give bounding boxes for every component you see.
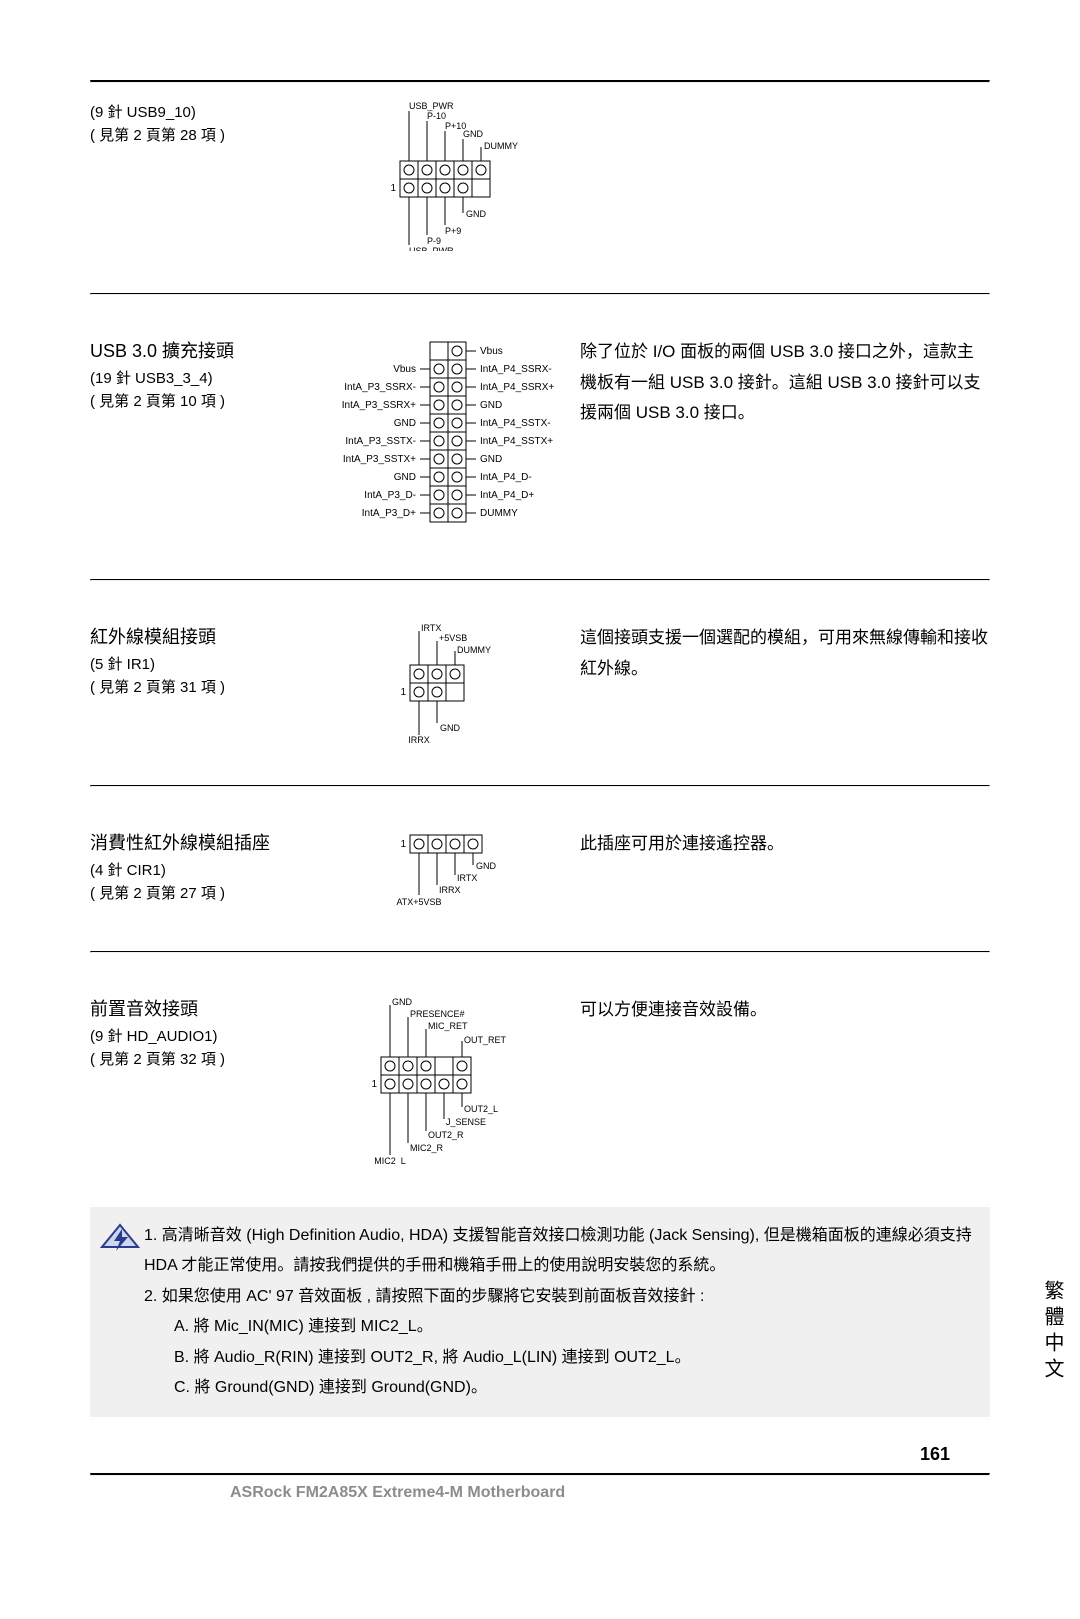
svg-text:USB_PWR: USB_PWR bbox=[409, 101, 454, 111]
desc: 此插座可用於連接遙控器。 bbox=[580, 829, 990, 860]
note-b: B. 將 Audio_R(RIN) 連接到 OUT2_R, 將 Audio_L(… bbox=[144, 1343, 974, 1373]
note-line1: 1. 高清晰音效 (High Definition Audio, HDA) 支援… bbox=[144, 1221, 974, 1282]
sub2: ( 見第 2 頁第 28 項 ) bbox=[90, 124, 320, 145]
svg-text:1: 1 bbox=[400, 687, 406, 698]
svg-text:P+9: P+9 bbox=[445, 226, 461, 236]
desc: 可以方便連接音效設備。 bbox=[580, 995, 990, 1026]
svg-text:IntA_P4_D+: IntA_P4_D+ bbox=[480, 490, 534, 501]
svg-text:OUT2_L: OUT2_L bbox=[464, 1104, 498, 1114]
svg-text:DUMMY: DUMMY bbox=[480, 508, 518, 519]
svg-text:IRRX: IRRX bbox=[439, 885, 461, 895]
svg-text:IntA_P4_SSTX-: IntA_P4_SSTX- bbox=[480, 418, 551, 429]
svg-text:PRESENCE#: PRESENCE# bbox=[410, 1009, 465, 1019]
svg-text:GND: GND bbox=[392, 997, 413, 1007]
svg-text:IRTX: IRTX bbox=[421, 623, 441, 633]
svg-text:DUMMY: DUMMY bbox=[457, 645, 491, 655]
title: 前置音效接頭 bbox=[90, 995, 320, 1021]
title: 消費性紅外線模組插座 bbox=[90, 829, 320, 855]
sub1: (19 針 USB3_3_4) bbox=[90, 367, 320, 388]
svg-text:GND: GND bbox=[394, 418, 416, 429]
sub2: ( 見第 2 頁第 32 項 ) bbox=[90, 1048, 320, 1069]
section-usb2: (9 針 USB9_10) ( 見第 2 頁第 28 項 ) bbox=[90, 83, 990, 269]
svg-text:ATX+5VSB: ATX+5VSB bbox=[396, 897, 441, 907]
col-right: 此插座可用於連接遙控器。 bbox=[570, 829, 990, 860]
svg-text:Vbus: Vbus bbox=[393, 364, 416, 375]
col-right: 除了位於 I/O 面板的兩個 USB 3.0 接口之外，這款主機板有一組 USB… bbox=[570, 337, 990, 429]
svg-text:GND: GND bbox=[463, 129, 484, 139]
note-c: C. 將 Ground(GND) 連接到 Ground(GND)。 bbox=[144, 1373, 974, 1403]
col-left: (9 針 USB9_10) ( 見第 2 頁第 28 項 ) bbox=[90, 101, 320, 147]
svg-text:GND: GND bbox=[440, 723, 461, 733]
svg-text:IntA_P3_SSTX+: IntA_P3_SSTX+ bbox=[343, 454, 416, 465]
section-ir: 紅外線模組接頭 (5 針 IR1) ( 見第 2 頁第 31 項 ) 1 IRT… bbox=[90, 605, 990, 761]
sub1: (9 針 USB9_10) bbox=[90, 101, 320, 122]
side-tab: 繁體中文 bbox=[1042, 1280, 1062, 1384]
col-right: 這個接頭支援一個選配的模組，可用來無線傳輸和接收紅外線。 bbox=[570, 623, 990, 684]
svg-text:+5VSB: +5VSB bbox=[439, 633, 467, 643]
title: 紅外線模組接頭 bbox=[90, 623, 320, 649]
svg-text:MIC_RET: MIC_RET bbox=[428, 1021, 468, 1031]
footer: 161 ASRock FM2A85X Extreme4-M Motherboar… bbox=[90, 1444, 990, 1502]
note-a: A. 將 Mic_IN(MIC) 連接到 MIC2_L。 bbox=[144, 1312, 974, 1342]
page-number: 161 bbox=[90, 1444, 990, 1465]
svg-text:IntA_P3_D+: IntA_P3_D+ bbox=[362, 508, 416, 519]
section-audio: 前置音效接頭 (9 針 HD_AUDIO1) ( 見第 2 頁第 32 項 ) … bbox=[90, 977, 990, 1183]
desc: 除了位於 I/O 面板的兩個 USB 3.0 接口之外，這款主機板有一組 USB… bbox=[580, 337, 990, 429]
usb3-diagram: Vbus IntA_P4_SSRX- IntA_P4_SSRX+ GND Int… bbox=[320, 337, 570, 537]
cir-diagram: 1 ATX+5VSB IRRX IRTX GND bbox=[320, 829, 570, 909]
sub1: (4 針 CIR1) bbox=[90, 859, 320, 880]
svg-text:IntA_P3_SSRX+: IntA_P3_SSRX+ bbox=[342, 400, 416, 411]
section-usb3: USB 3.0 擴充接頭 (19 針 USB3_3_4) ( 見第 2 頁第 1… bbox=[90, 319, 990, 555]
svg-text:P-10: P-10 bbox=[427, 111, 446, 121]
svg-text:GND: GND bbox=[476, 861, 497, 871]
svg-text:IntA_P4_D-: IntA_P4_D- bbox=[480, 472, 532, 483]
ir-diagram: 1 IRTX +5VSB DUMMY IRRX GND bbox=[320, 623, 570, 743]
svg-text:IRRX: IRRX bbox=[408, 735, 430, 743]
svg-text:IntA_P4_SSRX-: IntA_P4_SSRX- bbox=[480, 364, 552, 375]
note-box: 1. 高清晰音效 (High Definition Audio, HDA) 支援… bbox=[90, 1207, 990, 1417]
svg-text:OUT_RET: OUT_RET bbox=[464, 1035, 507, 1045]
svg-text:IntA_P4_SSTX+: IntA_P4_SSTX+ bbox=[480, 436, 553, 447]
svg-text:GND: GND bbox=[480, 454, 502, 465]
svg-text:IntA_P4_SSRX+: IntA_P4_SSRX+ bbox=[480, 382, 554, 393]
desc: 這個接頭支援一個選配的模組，可用來無線傳輸和接收紅外線。 bbox=[580, 623, 990, 684]
usb2-diagram: 1 USB_PWR P-10 P+10 GND DUMMY USB_PWR P-… bbox=[320, 101, 570, 251]
svg-text:IntA_P3_SSRX-: IntA_P3_SSRX- bbox=[344, 382, 416, 393]
svg-text:1: 1 bbox=[390, 183, 396, 194]
svg-text:Vbus: Vbus bbox=[480, 346, 503, 357]
svg-text:IntA_P3_SSTX-: IntA_P3_SSTX- bbox=[345, 436, 416, 447]
svg-text:P-9: P-9 bbox=[427, 236, 441, 246]
sub1: (9 針 HD_AUDIO1) bbox=[90, 1025, 320, 1046]
svg-text:IntA_P3_D-: IntA_P3_D- bbox=[364, 490, 416, 501]
sub2: ( 見第 2 頁第 10 項 ) bbox=[90, 390, 320, 411]
svg-text:MIC2_R: MIC2_R bbox=[410, 1143, 444, 1153]
col-left: 前置音效接頭 (9 針 HD_AUDIO1) ( 見第 2 頁第 32 項 ) bbox=[90, 995, 320, 1071]
col-left: 紅外線模組接頭 (5 針 IR1) ( 見第 2 頁第 31 項 ) bbox=[90, 623, 320, 699]
svg-text:DUMMY: DUMMY bbox=[484, 141, 518, 151]
title: USB 3.0 擴充接頭 bbox=[90, 337, 320, 363]
col-left: USB 3.0 擴充接頭 (19 針 USB3_3_4) ( 見第 2 頁第 1… bbox=[90, 337, 320, 413]
lightning-icon bbox=[100, 1221, 144, 1403]
footer-text: ASRock FM2A85X Extreme4-M Motherboard bbox=[90, 1484, 990, 1502]
svg-text:GND: GND bbox=[480, 400, 502, 411]
sub1: (5 針 IR1) bbox=[90, 653, 320, 674]
svg-text:GND: GND bbox=[394, 472, 416, 483]
svg-text:USB_PWR: USB_PWR bbox=[409, 246, 454, 251]
svg-text:GND: GND bbox=[466, 209, 487, 219]
col-left: 消費性紅外線模組插座 (4 針 CIR1) ( 見第 2 頁第 27 項 ) bbox=[90, 829, 320, 905]
svg-text:1: 1 bbox=[371, 1079, 377, 1090]
col-right: 可以方便連接音效設備。 bbox=[570, 995, 990, 1026]
sub2: ( 見第 2 頁第 31 項 ) bbox=[90, 676, 320, 697]
audio-diagram: 1 GND PRESENCE# MIC_RET OUT_RET MIC2_L M… bbox=[320, 995, 570, 1165]
note-line2: 2. 如果您使用 AC' 97 音效面板 , 請按照下面的步驟將它安裝到前面板音… bbox=[144, 1282, 974, 1312]
note-text: 1. 高清晰音效 (High Definition Audio, HDA) 支援… bbox=[144, 1221, 974, 1403]
svg-text:J_SENSE: J_SENSE bbox=[446, 1117, 486, 1127]
section-cir: 消費性紅外線模組插座 (4 針 CIR1) ( 見第 2 頁第 27 項 ) 1… bbox=[90, 811, 990, 927]
svg-text:OUT2_R: OUT2_R bbox=[428, 1130, 464, 1140]
sub2: ( 見第 2 頁第 27 項 ) bbox=[90, 882, 320, 903]
svg-text:IRTX: IRTX bbox=[457, 873, 477, 883]
svg-text:MIC2_L: MIC2_L bbox=[374, 1156, 406, 1165]
svg-text:1: 1 bbox=[400, 839, 406, 850]
